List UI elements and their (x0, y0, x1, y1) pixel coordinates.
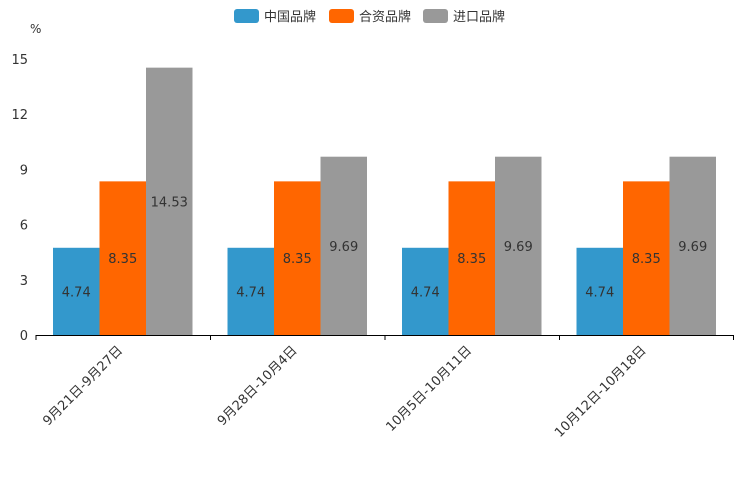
bar-value-label: 8.35 (283, 252, 312, 267)
bar (53, 247, 100, 335)
legend-label: 进口品牌 (453, 9, 505, 25)
y-axis-ticks: 0 3 6 9 12 15 (11, 53, 28, 344)
legend-label: 中国品牌 (264, 9, 316, 25)
y-axis-unit: % (30, 22, 41, 36)
bar (274, 181, 321, 335)
x-category-label: 10月12日-10月18日 (552, 343, 649, 440)
bar (495, 156, 542, 335)
legend-label: 合资品牌 (359, 9, 411, 25)
bar (448, 181, 495, 335)
bar (227, 247, 274, 335)
bar (669, 156, 716, 335)
y-tick-label: 6 (20, 219, 28, 234)
x-category-label: 9月21日-9月27日 (40, 343, 126, 429)
bar-value-label: 4.74 (585, 285, 614, 300)
bar (623, 181, 670, 335)
y-tick-label: 0 (20, 329, 28, 344)
legend-swatch (329, 9, 354, 23)
x-axis (35, 335, 734, 340)
y-tick-label: 15 (11, 53, 28, 68)
legend-swatch (423, 9, 448, 23)
x-axis-labels: 9月21日-9月27日 9月28日-10月4日 10月5日-10月11日 10月12日… (40, 343, 649, 440)
y-tick-label: 9 (20, 163, 28, 178)
bar-value-label: 4.74 (411, 285, 440, 300)
legend-swatch (234, 9, 259, 23)
bar-value-label: 9.69 (504, 240, 533, 255)
bar (99, 181, 146, 335)
y-tick-label: 12 (11, 108, 28, 123)
bar (576, 247, 623, 335)
bar (402, 247, 449, 335)
bar-value-label: 8.35 (108, 252, 137, 267)
x-category-label: 9月28日-10月4日 (215, 343, 301, 429)
y-tick-label: 3 (20, 274, 28, 289)
bar-value-label: 8.35 (457, 252, 486, 267)
bar-value-label: 14.53 (151, 195, 188, 210)
legend: 中国品牌 合资品牌 进口品牌 (234, 9, 505, 25)
bar-value-label: 4.74 (62, 285, 91, 300)
bar (320, 156, 367, 335)
bar-value-label: 9.69 (678, 240, 707, 255)
bar (146, 67, 193, 335)
x-category-label: 10月5日-10月11日 (383, 343, 475, 435)
bar-value-label: 8.35 (632, 252, 661, 267)
bar-value-label: 4.74 (236, 285, 265, 300)
bar-value-label: 9.69 (329, 240, 358, 255)
bars: 4.74 8.35 14.53 4.74 8.35 9.69 4.74 8.35 9.69 4.7… (53, 67, 716, 335)
